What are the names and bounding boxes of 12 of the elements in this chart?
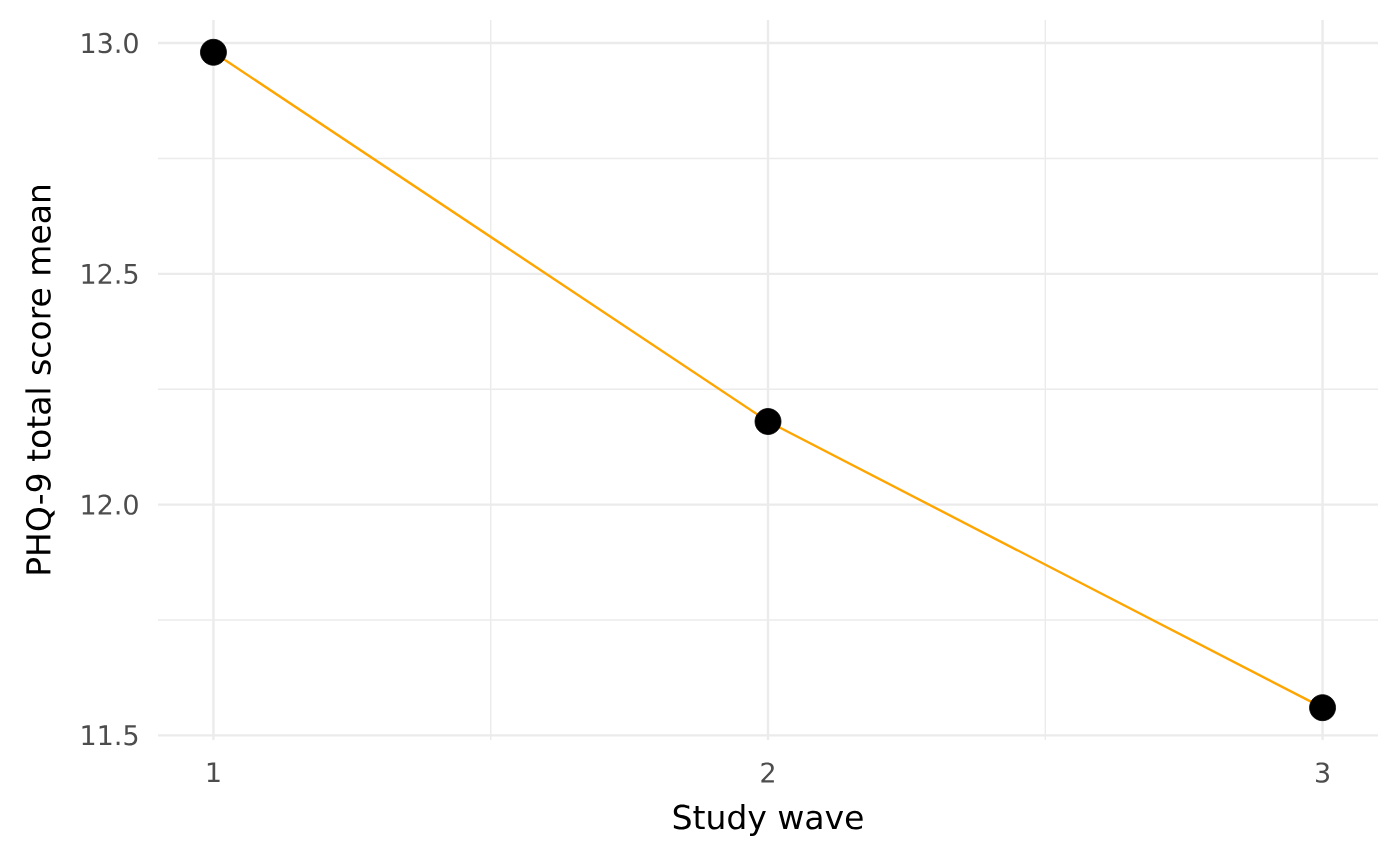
y-axis-title: PHQ-9 total score mean	[25, 185, 55, 574]
y-tick-label: 12.5	[82, 263, 138, 285]
y-tick-label: 13.0	[82, 32, 138, 54]
x-tick-label: 1	[207, 762, 220, 783]
x-axis-title: Study wave	[673, 804, 863, 836]
point	[1309, 694, 1336, 722]
y-tick-label: 12.0	[82, 494, 138, 515]
y-tick-label: 11.5	[82, 725, 138, 746]
x-tick-label: 3	[1316, 762, 1329, 783]
x-tick-label: 2	[761, 762, 774, 783]
point	[200, 38, 227, 66]
point	[754, 408, 782, 435]
